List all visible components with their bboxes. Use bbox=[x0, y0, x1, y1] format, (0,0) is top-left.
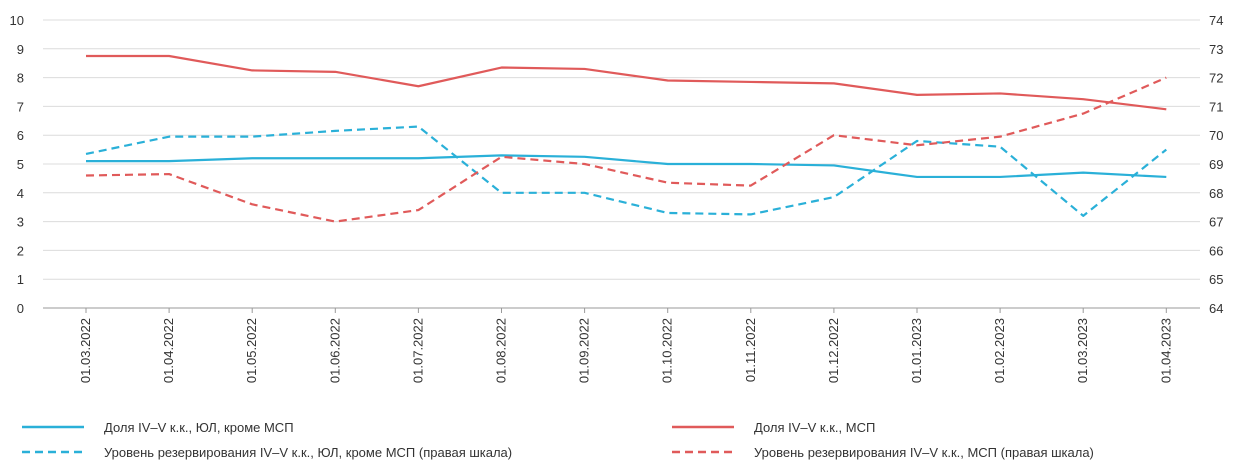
legend-label-1: Доля IV–V к.к., ЮЛ, кроме МСП bbox=[104, 420, 294, 435]
data-point bbox=[666, 211, 669, 214]
y-tick-label-left: 1 bbox=[17, 272, 24, 287]
data-point bbox=[583, 162, 586, 165]
data-point bbox=[251, 135, 254, 138]
data-point bbox=[583, 67, 586, 70]
data-point bbox=[417, 208, 420, 211]
series-line-3 bbox=[86, 127, 1166, 216]
data-point bbox=[417, 85, 420, 88]
y-tick-label-right: 69 bbox=[1209, 157, 1223, 172]
y-tick-label-right: 66 bbox=[1209, 243, 1223, 258]
y-tick-label-right: 73 bbox=[1209, 42, 1223, 57]
y-tick-label-left: 3 bbox=[17, 215, 24, 230]
data-point bbox=[334, 157, 337, 160]
x-tick-label: 01.06.2022 bbox=[327, 318, 342, 383]
y-tick-label-left: 7 bbox=[17, 99, 24, 114]
data-point bbox=[84, 174, 87, 177]
y-tick-label-left: 6 bbox=[17, 128, 24, 143]
data-point bbox=[832, 196, 835, 199]
data-point bbox=[832, 134, 835, 137]
x-tick-label: 01.09.2022 bbox=[577, 318, 592, 383]
y-tick-label-right: 67 bbox=[1209, 215, 1223, 230]
data-point bbox=[500, 66, 503, 69]
y-tick-label-right: 71 bbox=[1209, 99, 1223, 114]
data-point bbox=[168, 172, 171, 175]
legend-label-2: Доля IV–V к.к., МСП bbox=[754, 420, 875, 435]
data-point bbox=[999, 175, 1002, 178]
x-tick-label: 01.04.2023 bbox=[1158, 318, 1173, 383]
data-point bbox=[999, 145, 1002, 148]
y-tick-label-right: 74 bbox=[1209, 13, 1223, 28]
data-point bbox=[1082, 171, 1085, 174]
series-line-2 bbox=[86, 56, 1166, 109]
y-tick-label-right: 64 bbox=[1209, 301, 1223, 316]
data-point bbox=[749, 213, 752, 216]
y-tick-label-right: 65 bbox=[1209, 272, 1223, 287]
x-tick-label: 01.03.2023 bbox=[1075, 318, 1090, 383]
data-point bbox=[999, 135, 1002, 138]
data-point bbox=[84, 54, 87, 57]
x-tick-label: 01.12.2022 bbox=[826, 318, 841, 383]
data-point bbox=[417, 157, 420, 160]
x-tick-label: 01.02.2023 bbox=[992, 318, 1007, 383]
data-point bbox=[500, 191, 503, 194]
data-point bbox=[915, 144, 918, 147]
data-point bbox=[168, 54, 171, 57]
y-tick-label-left: 0 bbox=[17, 301, 24, 316]
data-point bbox=[1165, 108, 1168, 111]
y-tick-label-right: 70 bbox=[1209, 128, 1223, 143]
data-point bbox=[417, 125, 420, 128]
data-point bbox=[1165, 148, 1168, 151]
x-tick-label: 01.07.2022 bbox=[410, 318, 425, 383]
data-point bbox=[1082, 112, 1085, 115]
y-tick-label-left: 2 bbox=[17, 243, 24, 258]
data-point bbox=[168, 160, 171, 163]
data-point bbox=[84, 160, 87, 163]
x-tick-label: 01.04.2022 bbox=[161, 318, 176, 383]
data-point bbox=[915, 139, 918, 142]
data-point bbox=[832, 164, 835, 167]
x-tick-label: 01.05.2022 bbox=[244, 318, 259, 383]
data-point bbox=[832, 82, 835, 85]
data-point bbox=[583, 155, 586, 158]
data-point bbox=[749, 184, 752, 187]
data-point bbox=[1082, 214, 1085, 217]
x-tick-label: 01.10.2022 bbox=[660, 318, 675, 383]
y-tick-label-right: 68 bbox=[1209, 186, 1223, 201]
data-point bbox=[999, 92, 1002, 95]
data-point bbox=[334, 220, 337, 223]
data-point bbox=[251, 157, 254, 160]
data-point bbox=[749, 80, 752, 83]
legend-label-3: Уровень резервирования IV–V к.к., ЮЛ, кр… bbox=[104, 445, 512, 460]
y-tick-label-left: 9 bbox=[17, 42, 24, 57]
data-point bbox=[666, 181, 669, 184]
data-point bbox=[1082, 98, 1085, 101]
x-tick-label: 01.03.2022 bbox=[78, 318, 93, 383]
data-point bbox=[251, 203, 254, 206]
data-point bbox=[583, 191, 586, 194]
data-point bbox=[84, 152, 87, 155]
data-point bbox=[749, 162, 752, 165]
y-tick-label-left: 10 bbox=[10, 13, 24, 28]
data-point bbox=[666, 79, 669, 82]
y-tick-label-left: 8 bbox=[17, 71, 24, 86]
data-point bbox=[666, 162, 669, 165]
data-point bbox=[168, 135, 171, 138]
x-tick-label: 01.08.2022 bbox=[494, 318, 509, 383]
data-point bbox=[1165, 175, 1168, 178]
data-point bbox=[251, 69, 254, 72]
data-point bbox=[1165, 76, 1168, 79]
y-tick-label-left: 5 bbox=[17, 157, 24, 172]
data-point bbox=[915, 93, 918, 96]
x-tick-label: 01.11.2022 bbox=[743, 318, 758, 382]
data-point bbox=[915, 175, 918, 178]
data-point bbox=[334, 70, 337, 73]
y-tick-label-left: 4 bbox=[17, 186, 24, 201]
x-tick-label: 01.01.2023 bbox=[909, 318, 924, 383]
y-tick-label-right: 72 bbox=[1209, 71, 1223, 86]
legend-label-4: Уровень резервирования IV–V к.к., МСП (п… bbox=[754, 445, 1094, 460]
data-point bbox=[334, 129, 337, 132]
data-point bbox=[500, 155, 503, 158]
